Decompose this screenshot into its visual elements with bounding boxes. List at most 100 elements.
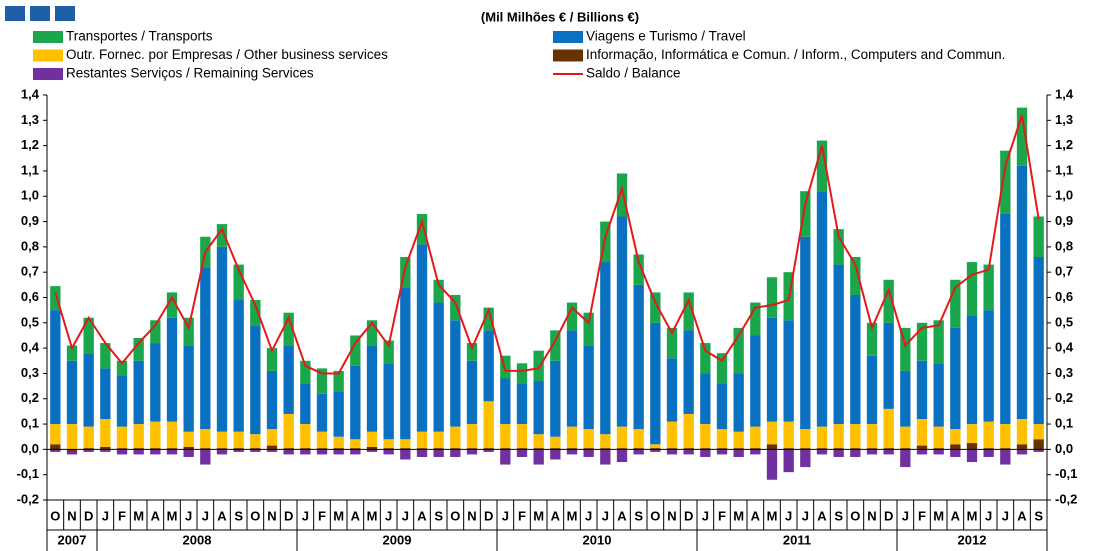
bar-segment [950, 444, 961, 450]
bar-segment [700, 373, 711, 425]
chart-title: (Mil Milhões € / Billions €) [481, 9, 639, 24]
x-tick-label: S [834, 508, 843, 523]
bar-segment [250, 325, 261, 435]
bar-segment [683, 330, 694, 414]
bar-segment [633, 284, 644, 430]
bar-segment [816, 426, 828, 449]
bar-segment [283, 312, 294, 346]
bar-segment [366, 345, 378, 432]
bar-segment [1033, 216, 1044, 257]
bar-segment [200, 429, 211, 449]
bar-segment [866, 449, 878, 455]
x-tick-label: J [502, 508, 509, 523]
bar-segment [833, 449, 844, 457]
bar-segment [133, 449, 144, 455]
bar-segment [816, 449, 828, 455]
x-tick-label: J [702, 508, 709, 523]
x-tick-label: D [684, 508, 693, 523]
bar-segment [666, 358, 678, 422]
bar-segment [816, 191, 828, 427]
bar-segment [866, 448, 878, 450]
bar-segment [200, 449, 211, 465]
bar-segment [100, 446, 111, 450]
bar-segment [500, 378, 511, 425]
y-tick-label: 1,3 [21, 112, 39, 127]
bar-segment [483, 330, 494, 402]
bar-segment [100, 449, 111, 452]
bar-segment [233, 300, 244, 432]
y2-tick-label: 1,2 [1055, 137, 1073, 152]
bar-segment [216, 448, 228, 450]
bar-segment [800, 449, 811, 468]
x-tick-label: F [918, 508, 926, 523]
bar-segment [1016, 444, 1028, 450]
bar-segment [583, 312, 594, 346]
x-tick-label: J [802, 508, 809, 523]
year-label: 2010 [583, 532, 612, 547]
bar-segment [733, 448, 744, 450]
bar-segment [450, 448, 461, 450]
bar-segment [116, 449, 128, 455]
x-tick-label: J [1002, 508, 1009, 523]
logo-block [55, 6, 75, 21]
bar-segment [416, 213, 428, 245]
bar-segment [416, 448, 428, 450]
bar-segment [216, 246, 228, 432]
bar-segment [883, 322, 894, 409]
bar-segment [966, 424, 978, 444]
bar-segment [900, 327, 911, 371]
balance-line [54, 114, 1040, 375]
x-tick-label: D [84, 508, 93, 523]
x-tick-label: A [217, 508, 227, 523]
x-tick-label: M [133, 508, 144, 523]
bar-segment [500, 355, 511, 379]
bar-segment [500, 449, 511, 465]
x-tick-label: O [850, 508, 860, 523]
bar-segment [266, 445, 278, 450]
bar-segment [1000, 424, 1011, 449]
legend-swatch [553, 49, 583, 62]
bar-segment [133, 424, 144, 449]
x-tick-label: M [533, 508, 544, 523]
bar-segment [900, 370, 911, 427]
x-tick-label: J [602, 508, 609, 523]
y2-tick-label: 0,2 [1055, 390, 1073, 405]
y2-tick-label: 0,6 [1055, 289, 1073, 304]
bar-segment [83, 448, 94, 450]
bar-segment [633, 429, 644, 449]
bar-segment [683, 292, 694, 331]
bar-segment [1016, 449, 1028, 455]
bar-segment [150, 449, 161, 455]
bar-segment [1016, 165, 1028, 419]
bar-segment [566, 448, 578, 450]
x-tick-label: J [902, 508, 909, 523]
bar-segment [400, 257, 411, 288]
bar-segment [116, 360, 128, 376]
bar-segment [600, 434, 611, 449]
bar-segment [633, 448, 644, 450]
bar-segment [750, 302, 761, 336]
legend-swatch [33, 68, 63, 80]
bar-segment [150, 421, 161, 449]
bar-segment [766, 449, 778, 480]
x-tick-label: N [467, 508, 476, 523]
bar-segment [433, 449, 444, 457]
bar-segment [266, 449, 278, 452]
x-tick-label: D [284, 508, 293, 523]
bar-segment [466, 360, 478, 425]
bar-segment [183, 345, 194, 432]
y2-tick-label: 0,3 [1055, 365, 1073, 380]
bar-segment [316, 368, 328, 394]
bar-segment [150, 448, 161, 450]
x-tick-label: O [450, 508, 460, 523]
bar-segment [66, 424, 78, 450]
bar-segment [733, 327, 744, 374]
bar-segment [416, 244, 428, 432]
legend-swatch [553, 31, 583, 43]
bar-segment [450, 320, 461, 427]
x-tick-label: O [650, 508, 660, 523]
bar-segment [550, 449, 561, 460]
bar-segment [983, 421, 994, 449]
bar-segment [483, 449, 494, 452]
bar-segment [733, 373, 744, 432]
